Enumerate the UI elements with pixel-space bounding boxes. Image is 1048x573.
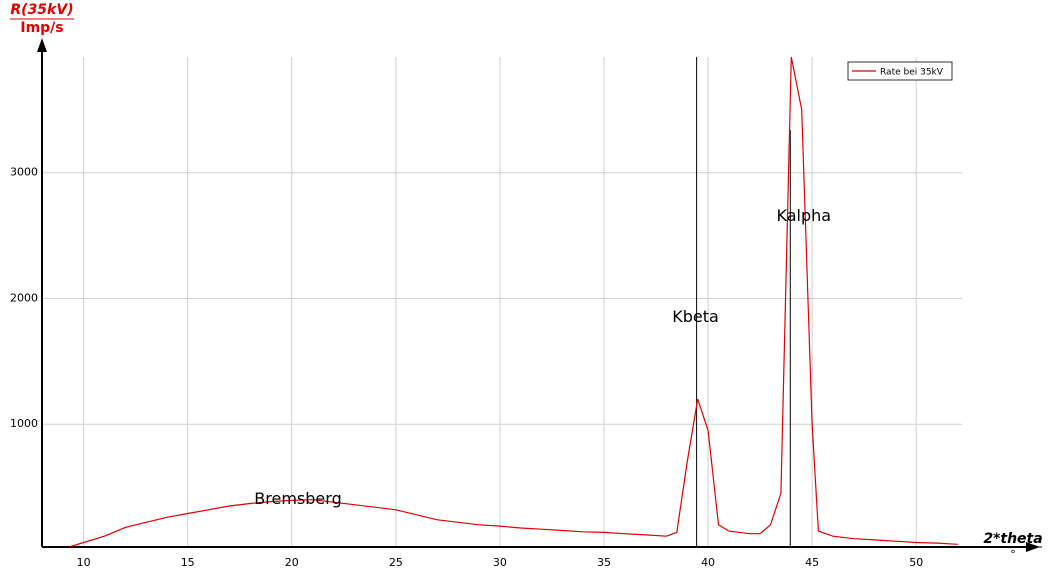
x-axis-arrow (1026, 542, 1040, 552)
x-tick-label: 25 (389, 556, 403, 569)
x-tick-label: 10 (77, 556, 91, 569)
x-tick-label: 20 (285, 556, 299, 569)
legend-label: Rate bei 35kV (880, 68, 944, 78)
y-label-bottom: Imp/s (20, 20, 63, 36)
x-tick-label: 35 (597, 556, 611, 569)
x-tick-label: 30 (493, 556, 507, 569)
annotation: Bremsberg (254, 489, 341, 508)
legend-box (847, 61, 953, 81)
annotation: Kbeta (672, 307, 719, 326)
x-label-bottom: ° (1010, 548, 1016, 561)
y-tick-label: 1000 (10, 417, 38, 430)
data-line (68, 56, 958, 548)
annotation: Kalpha (777, 206, 832, 225)
x-tick-label: 15 (181, 556, 195, 569)
y-tick-label: 3000 (10, 166, 38, 179)
y-label-top: R(35kV) (10, 2, 73, 18)
y-tick-label: 2000 (10, 291, 38, 304)
y-axis-arrow (37, 38, 47, 52)
x-tick-label: 45 (805, 556, 819, 569)
x-label-top: 2*theta (983, 531, 1042, 547)
legend: Rate bei 35kV (847, 61, 953, 81)
x-tick-label: 40 (701, 556, 715, 569)
x-tick-label: 50 (909, 556, 923, 569)
